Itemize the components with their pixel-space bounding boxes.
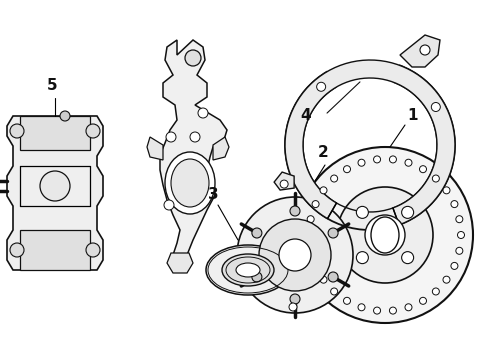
- Polygon shape: [20, 230, 90, 270]
- Circle shape: [166, 132, 176, 142]
- Circle shape: [297, 147, 473, 323]
- Circle shape: [431, 103, 441, 112]
- Circle shape: [443, 276, 450, 283]
- Circle shape: [373, 307, 381, 314]
- Circle shape: [279, 239, 311, 271]
- Circle shape: [86, 124, 100, 138]
- Circle shape: [331, 175, 338, 182]
- Circle shape: [297, 147, 473, 323]
- Ellipse shape: [371, 217, 399, 253]
- Circle shape: [190, 132, 200, 142]
- Circle shape: [320, 187, 327, 194]
- Circle shape: [237, 197, 353, 313]
- Ellipse shape: [222, 254, 274, 286]
- Ellipse shape: [171, 159, 209, 207]
- Circle shape: [356, 206, 368, 219]
- Circle shape: [328, 228, 338, 238]
- Circle shape: [164, 200, 174, 210]
- Ellipse shape: [165, 152, 215, 214]
- Circle shape: [358, 304, 365, 311]
- Circle shape: [458, 231, 465, 239]
- Circle shape: [451, 262, 458, 269]
- Circle shape: [405, 159, 412, 166]
- Circle shape: [390, 156, 396, 163]
- Circle shape: [358, 159, 365, 166]
- Circle shape: [307, 247, 314, 254]
- Ellipse shape: [206, 245, 290, 295]
- Circle shape: [419, 166, 426, 173]
- Circle shape: [60, 111, 70, 121]
- Circle shape: [328, 272, 338, 282]
- Circle shape: [305, 231, 313, 239]
- Polygon shape: [160, 40, 227, 260]
- Wedge shape: [285, 60, 455, 225]
- Circle shape: [206, 228, 290, 312]
- Circle shape: [402, 252, 414, 264]
- Text: 1: 1: [407, 108, 417, 123]
- Circle shape: [307, 216, 314, 223]
- Polygon shape: [285, 60, 455, 225]
- Circle shape: [443, 187, 450, 194]
- Circle shape: [252, 272, 262, 282]
- Polygon shape: [147, 137, 163, 160]
- Polygon shape: [274, 172, 294, 190]
- Circle shape: [402, 206, 414, 219]
- Circle shape: [185, 50, 201, 66]
- Circle shape: [312, 262, 319, 269]
- Circle shape: [432, 288, 440, 295]
- Circle shape: [420, 45, 430, 55]
- Circle shape: [86, 243, 100, 257]
- Circle shape: [10, 243, 24, 257]
- Circle shape: [456, 216, 463, 223]
- Circle shape: [40, 171, 70, 201]
- Text: 5: 5: [47, 78, 58, 93]
- Text: 4: 4: [300, 108, 311, 122]
- Circle shape: [405, 304, 412, 311]
- Circle shape: [290, 206, 300, 216]
- Ellipse shape: [236, 263, 260, 277]
- Circle shape: [343, 166, 350, 173]
- Circle shape: [320, 276, 327, 283]
- Circle shape: [390, 307, 396, 314]
- Polygon shape: [20, 116, 90, 150]
- Circle shape: [312, 201, 319, 208]
- Circle shape: [289, 303, 297, 311]
- Circle shape: [373, 156, 381, 163]
- Circle shape: [419, 297, 426, 304]
- Polygon shape: [213, 137, 229, 160]
- Circle shape: [259, 219, 331, 291]
- Polygon shape: [167, 253, 193, 273]
- Circle shape: [432, 175, 440, 182]
- Circle shape: [331, 288, 338, 295]
- Circle shape: [356, 252, 368, 264]
- Circle shape: [198, 108, 208, 118]
- Circle shape: [10, 124, 24, 138]
- Text: 2: 2: [318, 145, 328, 160]
- Circle shape: [237, 197, 353, 313]
- Polygon shape: [400, 35, 440, 67]
- Circle shape: [290, 294, 300, 304]
- Circle shape: [343, 297, 350, 304]
- Circle shape: [280, 180, 288, 188]
- Circle shape: [456, 247, 463, 254]
- Text: 3: 3: [208, 187, 219, 202]
- Polygon shape: [7, 116, 103, 270]
- Circle shape: [451, 201, 458, 208]
- Circle shape: [252, 228, 262, 238]
- Circle shape: [337, 187, 433, 283]
- Circle shape: [365, 215, 405, 255]
- Circle shape: [317, 82, 326, 91]
